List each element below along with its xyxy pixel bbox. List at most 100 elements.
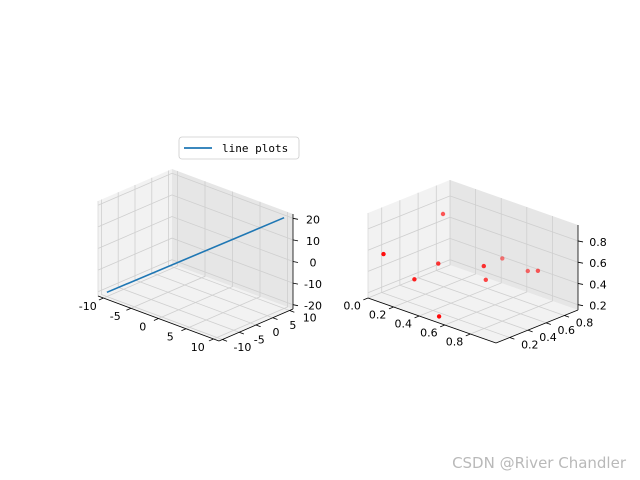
- x-tick-mark: [126, 307, 132, 311]
- y-tick-mark: [564, 315, 570, 318]
- x-tick-label: 0.6: [420, 327, 438, 340]
- x-gridline: [185, 201, 261, 330]
- y-tick-label: 5: [289, 319, 296, 332]
- x-axis-line: [367, 297, 497, 344]
- z-tick-mark: [577, 261, 584, 264]
- z-tick-label: -20: [304, 300, 322, 313]
- back-pane: [450, 180, 578, 310]
- x-tick-label: -10: [79, 300, 97, 313]
- y-tick-mark: [545, 322, 551, 325]
- legend-label: line plots: [222, 142, 288, 155]
- x-tick-mark: [208, 338, 214, 342]
- x-tick-label: 0.2: [369, 309, 387, 322]
- x-gridline: [130, 181, 206, 309]
- x-gridline: [393, 189, 477, 308]
- x-tick-mark: [181, 328, 187, 332]
- y-tick-mark: [289, 310, 295, 313]
- y-gridline: [101, 199, 223, 340]
- x-tick-mark: [465, 333, 471, 337]
- z-tick-mark: [292, 304, 299, 307]
- x-gridline: [470, 216, 553, 335]
- scatter-point: [481, 263, 486, 269]
- x-gridline: [103, 171, 178, 299]
- legend-box: [178, 136, 300, 160]
- x-gridline: [367, 180, 451, 299]
- x-gridline: [213, 212, 288, 340]
- z-tick-mark: [577, 283, 584, 285]
- z-gridline: [367, 195, 579, 242]
- y-tick-label: -5: [254, 334, 265, 347]
- scatter-point: [440, 211, 446, 217]
- z-gridline: [97, 172, 294, 219]
- y-tick-mark: [239, 331, 245, 335]
- axes-2: 0.00.20.40.60.8 0.20.40.60.80.20.40.60.8: [343, 180, 607, 351]
- x-tick-label: -5: [110, 310, 121, 323]
- x-tick-mark: [414, 315, 420, 319]
- z-tick-label: -10: [304, 278, 322, 291]
- scatter-point: [483, 277, 488, 282]
- scatter-point: [381, 251, 386, 257]
- x-tick-label: 5: [167, 331, 174, 344]
- scatter-point: [535, 268, 541, 273]
- x-tick-label: 10: [191, 341, 205, 354]
- z-tick-label: 0.8: [589, 236, 607, 249]
- scatter-point: [412, 277, 417, 282]
- z-tick-mark: [577, 240, 584, 243]
- z-gridline: [367, 259, 579, 306]
- x-tick-mark: [440, 324, 445, 328]
- y-gridline: [417, 192, 547, 324]
- x-tick-label: 0.0: [343, 300, 361, 313]
- y-tick-mark: [509, 337, 515, 340]
- z-tick-label: 10: [306, 235, 320, 248]
- series-line-1: [106, 216, 285, 294]
- z-tick-mark: [292, 217, 299, 220]
- x-gridline: [158, 191, 233, 319]
- z-tick-label: 0.6: [589, 257, 607, 270]
- y-tick-label: 0.8: [576, 316, 594, 329]
- y-gridline: [381, 207, 510, 338]
- y-tick-mark: [255, 324, 261, 328]
- x-tick-label: 0: [139, 320, 146, 333]
- z-gridline: [367, 216, 579, 263]
- z-tick-mark: [292, 282, 299, 285]
- watermark-text: CSDN @River Chandler: [452, 454, 626, 472]
- z-tick-mark: [292, 239, 299, 242]
- scatter-point: [436, 314, 442, 319]
- x-tick-mark: [363, 297, 369, 301]
- left-pane: [368, 180, 450, 298]
- scatter-point: [436, 261, 441, 266]
- z-tick-mark: [292, 261, 299, 263]
- y-tick-mark: [527, 329, 533, 333]
- z-tick-label: 0.2: [589, 300, 607, 313]
- z-tick-label: 20: [306, 213, 320, 226]
- x-tick-mark: [98, 297, 104, 301]
- scatter-point: [500, 256, 505, 261]
- x-tick-mark: [388, 306, 394, 310]
- y-tick-mark: [272, 317, 278, 320]
- y-tick-label: 0.4: [539, 331, 557, 344]
- legend: line plots: [178, 136, 300, 160]
- z-gridline: [97, 237, 294, 284]
- z-tick-label: 0.4: [589, 278, 607, 291]
- y-tick-mark: [222, 339, 228, 342]
- floor-pane: [368, 265, 578, 343]
- x-gridline: [444, 207, 528, 326]
- y-tick-label: 0.6: [558, 324, 576, 337]
- y-gridline: [435, 185, 565, 316]
- z-gridline: [97, 259, 294, 306]
- y-tick-label: 0.2: [521, 338, 539, 351]
- x-tick-mark: [153, 318, 159, 321]
- y-gridline: [399, 200, 529, 331]
- x-tick-label: 0.8: [446, 336, 464, 349]
- y-tick-label: 0: [273, 326, 280, 339]
- y-tick-label: -10: [233, 341, 251, 354]
- z-gridline: [97, 194, 294, 241]
- y-tick-label: 10: [303, 312, 317, 325]
- x-tick-label: 0.4: [395, 318, 413, 331]
- z-tick-label: 0: [310, 257, 317, 270]
- z-gridline: [97, 216, 294, 262]
- scatter-point: [525, 268, 530, 274]
- z-tick-mark: [577, 304, 584, 307]
